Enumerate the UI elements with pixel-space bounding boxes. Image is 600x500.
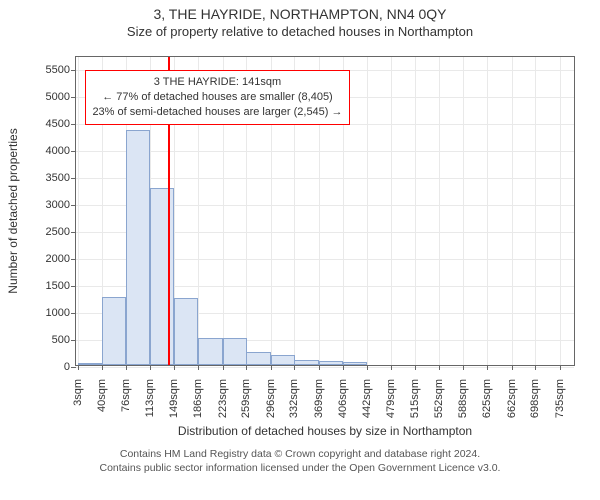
xtick-mark [439, 365, 440, 370]
gridline-v [439, 57, 440, 365]
xtick-label: 296sqm [265, 379, 277, 418]
xtick-label: 479sqm [385, 379, 397, 418]
xtick-mark [560, 365, 561, 370]
page-title: 3, THE HAYRIDE, NORTHAMPTON, NN4 0QY [0, 6, 600, 22]
y-axis-label: Number of detached properties [6, 128, 20, 293]
xtick-label: 259sqm [240, 379, 252, 418]
xtick-mark [463, 365, 464, 370]
xtick-label: 113sqm [144, 379, 156, 417]
ytick-label: 0 [64, 361, 76, 373]
xtick-mark [487, 365, 488, 370]
plot-area: 0500100015002000250030003500400045005000… [75, 56, 575, 366]
gridline-v [560, 57, 561, 365]
xtick-mark [391, 365, 392, 370]
gridline-v [487, 57, 488, 365]
xtick-label: 698sqm [529, 379, 541, 418]
xtick-label: 332sqm [288, 379, 300, 418]
ytick-label: 1000 [46, 307, 76, 319]
xtick-mark [223, 365, 224, 370]
histogram-bar [126, 130, 150, 365]
xtick-mark [415, 365, 416, 370]
ytick-label: 5500 [46, 64, 76, 76]
gridline-v [512, 57, 513, 365]
chart-container: 3, THE HAYRIDE, NORTHAMPTON, NN4 0QY Siz… [0, 6, 600, 500]
ytick-label: 500 [52, 334, 76, 346]
annotation-line-2: 23% of semi-detached houses are larger (… [92, 105, 342, 120]
histogram-bar [294, 360, 318, 365]
xtick-mark [198, 365, 199, 370]
annotation-box: 3 THE HAYRIDE: 141sqm← 77% of detached h… [85, 70, 349, 125]
xtick-label: 40sqm [96, 379, 108, 412]
histogram-bar [198, 338, 222, 365]
ytick-label: 3500 [46, 172, 76, 184]
annotation-line-1: ← 77% of detached houses are smaller (8,… [92, 90, 342, 105]
histogram-bar [343, 362, 367, 365]
ytick-label: 4500 [46, 118, 76, 130]
footnote-line-1: Contains HM Land Registry data © Crown c… [0, 448, 600, 462]
xtick-mark [512, 365, 513, 370]
ytick-label: 5000 [46, 91, 76, 103]
x-axis-label: Distribution of detached houses by size … [75, 424, 575, 438]
page-subtitle: Size of property relative to detached ho… [0, 24, 600, 39]
xtick-label: 76sqm [120, 379, 132, 412]
xtick-mark [319, 365, 320, 370]
xtick-mark [294, 365, 295, 370]
xtick-mark [343, 365, 344, 370]
ytick-label: 2000 [46, 253, 76, 265]
xtick-label: 442sqm [361, 379, 373, 418]
xtick-mark [78, 365, 79, 370]
xtick-label: 223sqm [217, 379, 229, 418]
xtick-mark [271, 365, 272, 370]
histogram-bar [246, 352, 270, 365]
xtick-mark [150, 365, 151, 370]
histogram-bar [223, 338, 247, 365]
histogram-bar [319, 361, 343, 365]
xtick-mark [535, 365, 536, 370]
xtick-label: 552sqm [433, 379, 445, 418]
xtick-mark [174, 365, 175, 370]
gridline-v [78, 57, 79, 365]
gridline-v [535, 57, 536, 365]
xtick-label: 515sqm [409, 379, 421, 418]
xtick-label: 149sqm [168, 379, 180, 418]
histogram-bar [78, 363, 102, 365]
histogram-bar [271, 355, 295, 365]
xtick-mark [102, 365, 103, 370]
histogram-bar [174, 298, 198, 365]
footnote: Contains HM Land Registry data © Crown c… [0, 448, 600, 475]
gridline-v [367, 57, 368, 365]
xtick-label: 3sqm [72, 379, 84, 406]
plot-wrap: 0500100015002000250030003500400045005000… [75, 56, 575, 366]
xtick-label: 369sqm [313, 379, 325, 418]
xtick-label: 662sqm [506, 379, 518, 418]
xtick-mark [367, 365, 368, 370]
xtick-label: 625sqm [481, 379, 493, 418]
xtick-mark [246, 365, 247, 370]
gridline-v [415, 57, 416, 365]
xtick-label: 406sqm [337, 379, 349, 418]
xtick-label: 186sqm [192, 379, 204, 418]
footnote-line-2: Contains public sector information licen… [0, 462, 600, 476]
xtick-label: 588sqm [457, 379, 469, 418]
histogram-bar [150, 188, 174, 365]
xtick-mark [126, 365, 127, 370]
gridline-v [463, 57, 464, 365]
xtick-label: 735sqm [554, 379, 566, 418]
ytick-label: 4000 [46, 145, 76, 157]
histogram-bar [102, 297, 126, 365]
ytick-label: 2500 [46, 226, 76, 238]
ytick-label: 3000 [46, 199, 76, 211]
annotation-line-0: 3 THE HAYRIDE: 141sqm [92, 75, 342, 90]
gridline-v [391, 57, 392, 365]
ytick-label: 1500 [46, 280, 76, 292]
